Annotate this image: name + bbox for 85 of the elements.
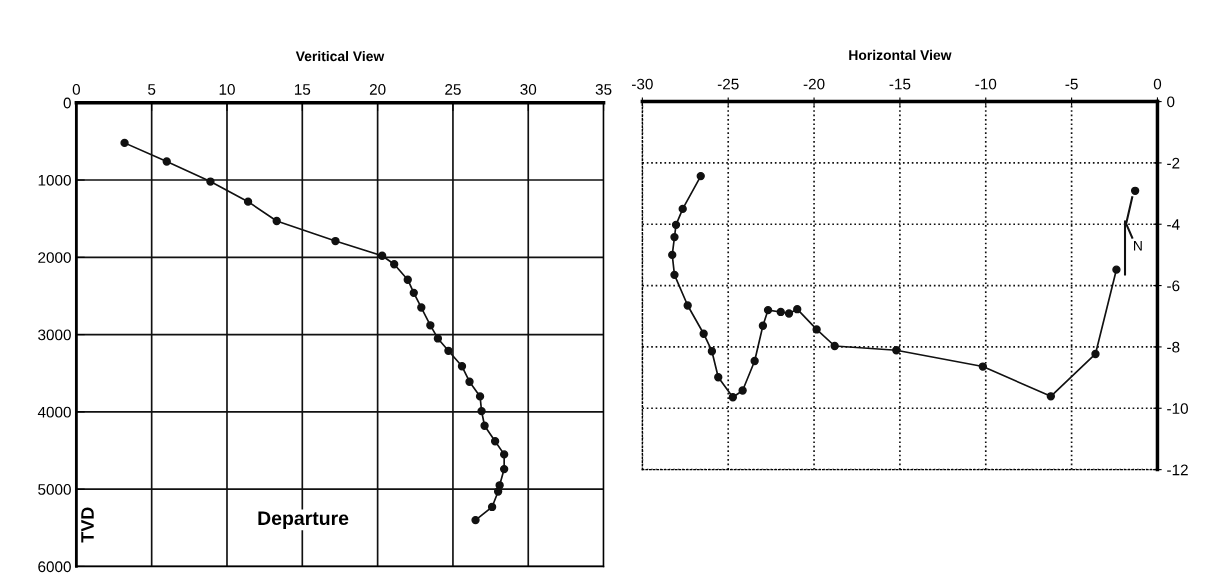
x-tick-label: -15 <box>889 78 911 90</box>
y-tick-label: -2 <box>1167 157 1180 169</box>
point <box>793 305 802 314</box>
point <box>477 406 486 416</box>
x-axis-title: Departure <box>258 511 349 529</box>
point <box>499 464 509 474</box>
point <box>750 356 759 366</box>
point <box>1112 265 1121 274</box>
point <box>162 157 171 166</box>
point <box>480 421 489 430</box>
point <box>403 275 412 284</box>
point <box>120 138 129 148</box>
annotation: N <box>1134 240 1142 251</box>
y-tick-label: 2000 <box>38 252 71 263</box>
y-tick-label: 0 <box>1167 96 1175 108</box>
point <box>728 393 738 402</box>
point <box>243 197 253 206</box>
point <box>426 321 435 330</box>
x-tick-label: 0 <box>1153 78 1162 90</box>
point <box>683 301 692 310</box>
chart-title: Veritical View <box>295 50 385 62</box>
point <box>699 329 708 338</box>
y-tick-label: 3000 <box>38 329 71 341</box>
x-tick-label: 15 <box>294 84 311 95</box>
x-tick-label: -25 <box>717 78 739 90</box>
x-tick-label: -20 <box>803 78 825 90</box>
point <box>738 386 747 395</box>
x-tick-label: 10 <box>219 84 235 95</box>
point <box>670 270 679 280</box>
point <box>377 251 387 260</box>
y-tick-label: -4 <box>1167 219 1180 230</box>
y-tick-label: 6000 <box>38 561 71 573</box>
x-tick-label: 5 <box>148 84 156 95</box>
point <box>499 450 509 459</box>
point <box>763 305 773 315</box>
y-tick-label: 4000 <box>37 406 71 418</box>
y-axis-title: TVD <box>81 507 94 543</box>
chart-title: Horizontal View <box>849 49 952 61</box>
point <box>493 487 503 496</box>
y-tick-label: 1000 <box>38 174 71 186</box>
y-tick-label: -6 <box>1167 280 1180 292</box>
point <box>670 232 679 242</box>
point <box>707 347 717 356</box>
y-tick-label: -10 <box>1167 403 1188 414</box>
point <box>487 502 497 512</box>
x-tick-label: 20 <box>369 84 386 95</box>
point <box>417 303 426 312</box>
point <box>409 288 418 298</box>
point <box>892 346 901 355</box>
y-tick-label: 0 <box>63 97 71 109</box>
point <box>457 362 467 371</box>
point <box>272 216 281 226</box>
point <box>390 260 399 269</box>
point <box>206 177 215 186</box>
x-tick-label: -5 <box>1065 78 1078 90</box>
x-tick-label: -30 <box>632 78 653 90</box>
point <box>978 362 988 371</box>
x-tick-label: 35 <box>595 84 612 95</box>
x-tick-label: 30 <box>520 84 537 95</box>
point <box>1046 392 1056 401</box>
point <box>433 334 443 343</box>
y-tick-label: -8 <box>1167 341 1180 353</box>
x-tick-label: 0 <box>72 84 81 95</box>
y-tick-label: -12 <box>1167 464 1188 476</box>
point <box>671 220 681 230</box>
point <box>465 377 474 386</box>
point <box>830 341 839 351</box>
point <box>1091 349 1100 359</box>
point <box>784 309 794 318</box>
point <box>776 307 785 317</box>
point <box>490 437 500 446</box>
point <box>331 236 340 246</box>
point <box>471 515 480 525</box>
point <box>812 325 821 334</box>
point <box>714 373 723 382</box>
point <box>758 321 768 330</box>
point <box>1130 186 1140 195</box>
point <box>444 346 453 355</box>
x-tick-label: -10 <box>975 78 997 90</box>
point <box>696 171 705 181</box>
x-tick-label: 25 <box>445 84 461 95</box>
point <box>475 392 485 401</box>
y-tick-label: 5000 <box>38 484 71 495</box>
point <box>678 204 687 214</box>
point <box>668 250 677 260</box>
